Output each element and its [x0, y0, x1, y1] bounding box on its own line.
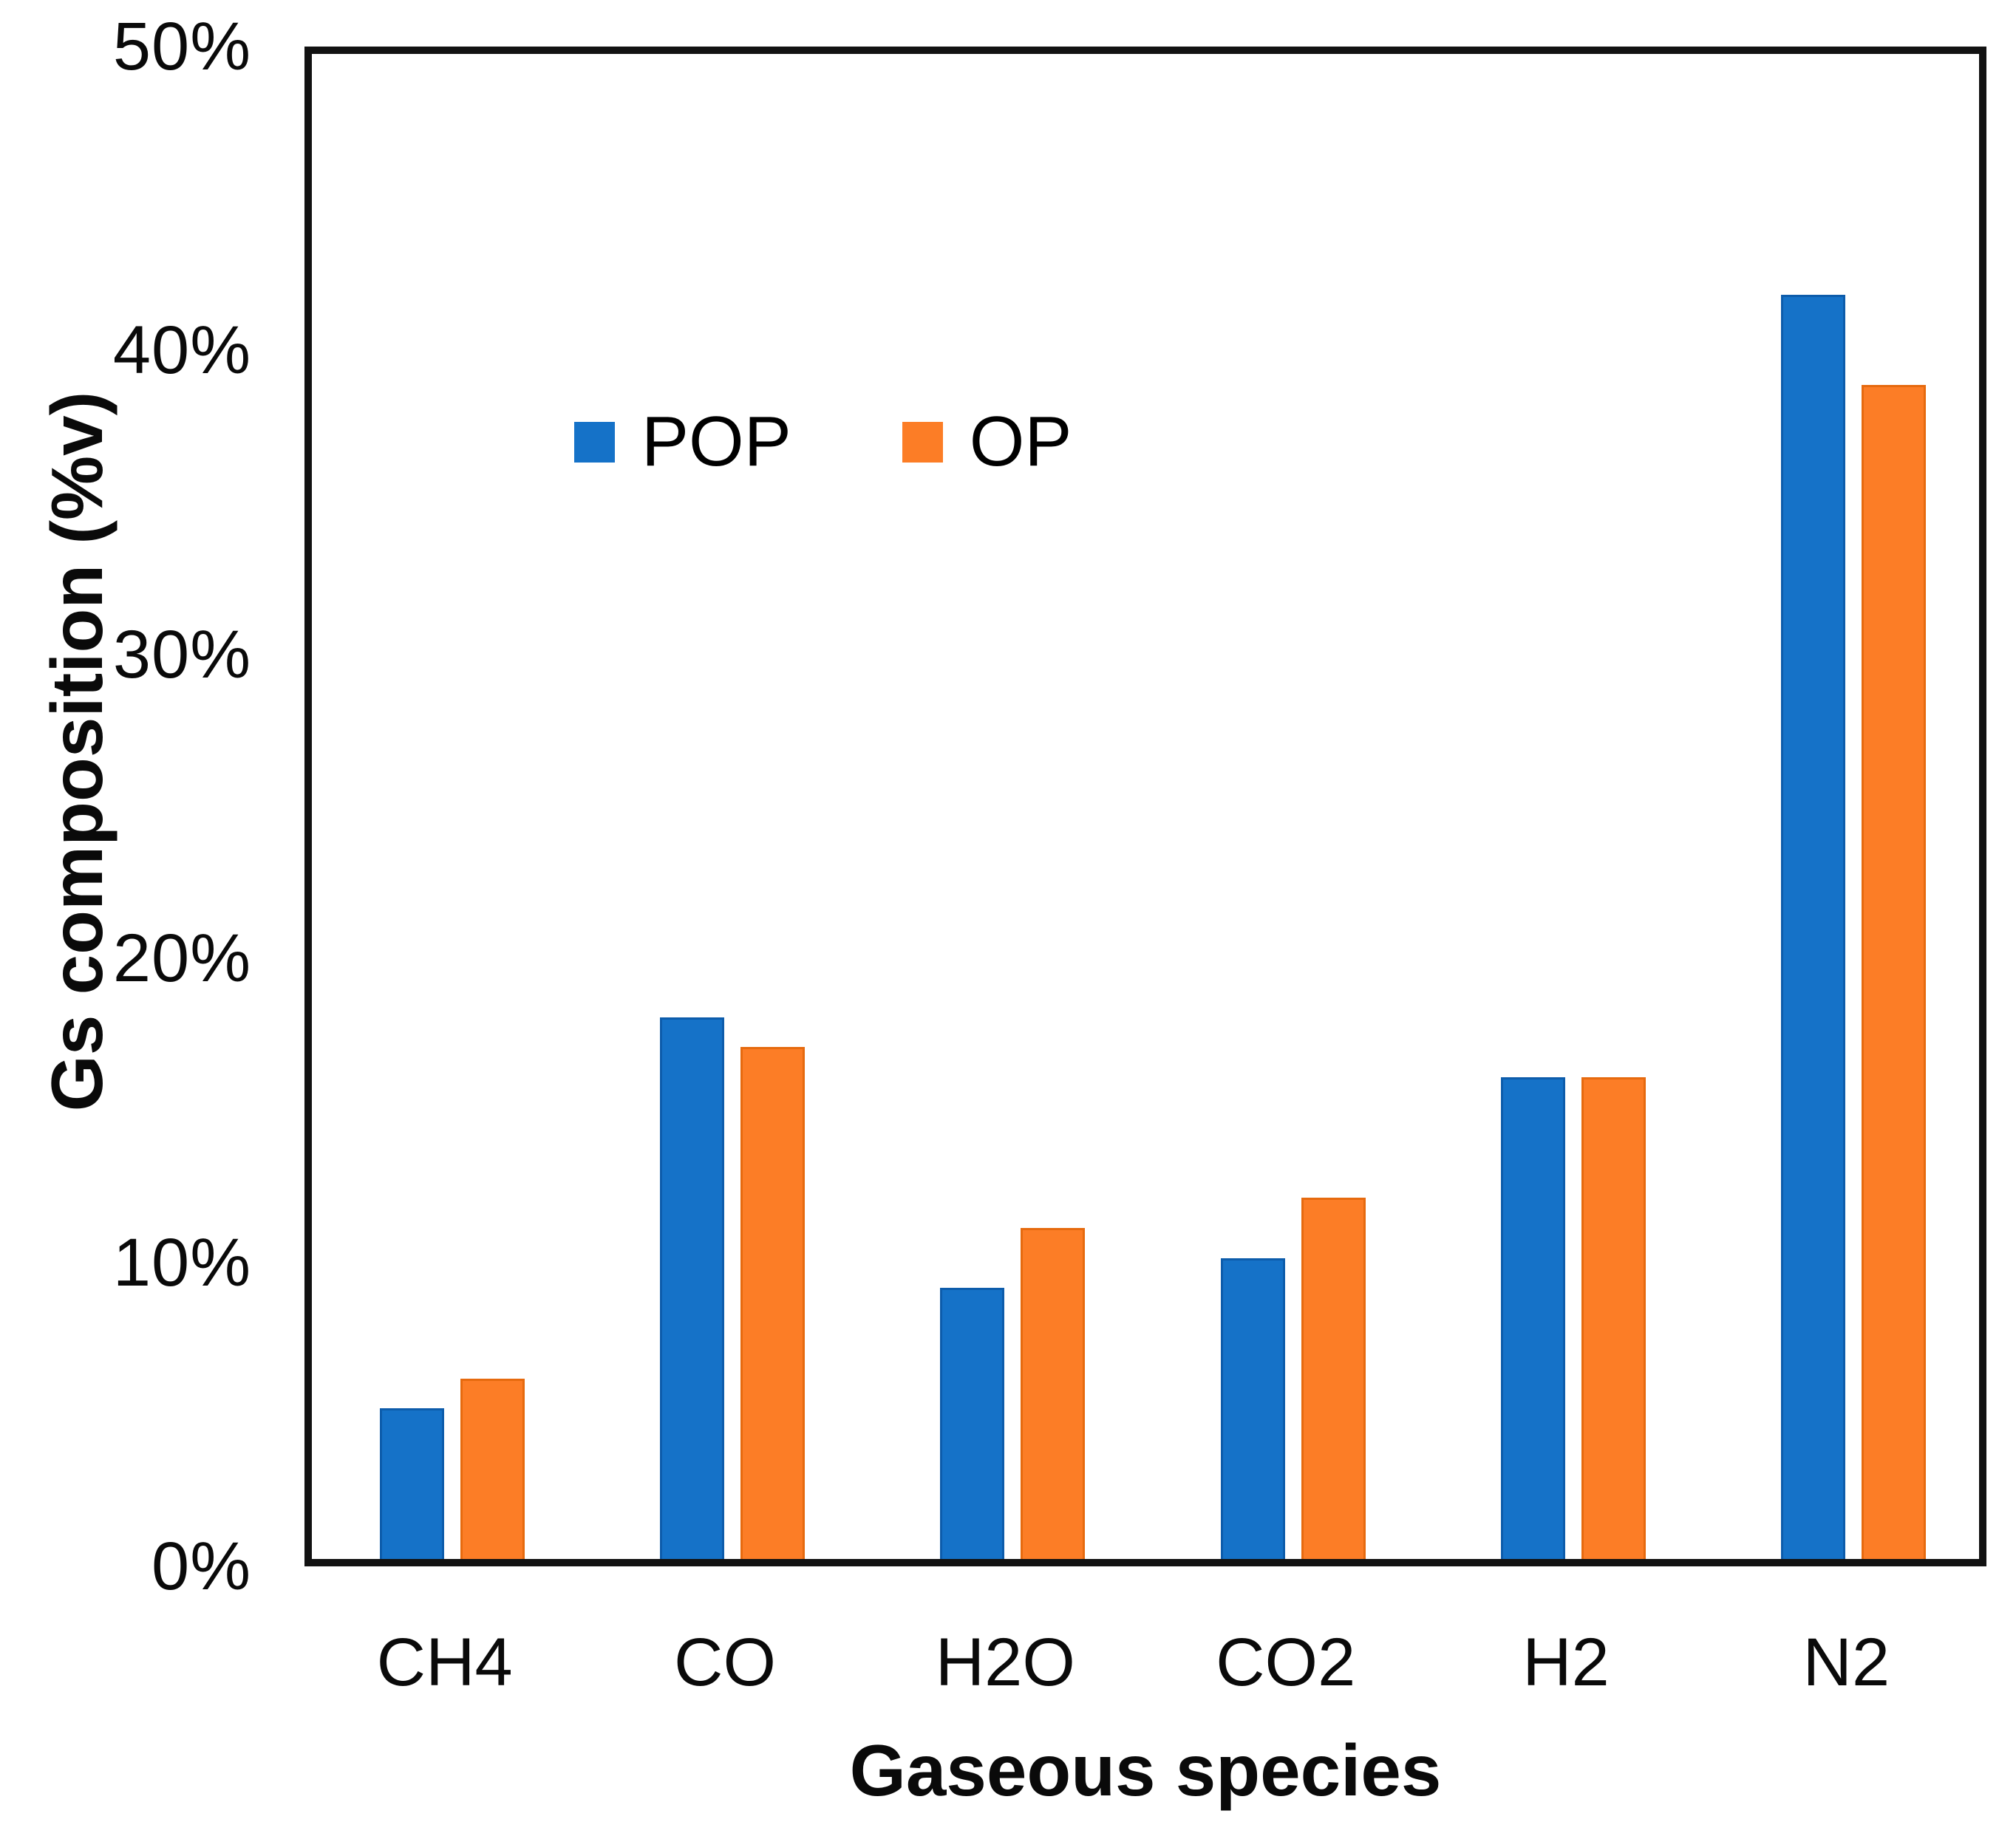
plot-area: POP OP — [304, 47, 1986, 1566]
legend-item-pop: POP — [574, 401, 791, 482]
legend-item-op: OP — [902, 401, 1072, 482]
legend-label-pop: POP — [641, 402, 791, 481]
bar-group-H2 — [1433, 54, 1713, 1559]
bar-group-N2 — [1714, 54, 1994, 1559]
x-tick-label-CO: CO — [674, 1625, 776, 1700]
x-axis-title: Gaseous species — [849, 1730, 1442, 1811]
bar-group-CO — [592, 54, 872, 1559]
bar-group-H2O — [873, 54, 1153, 1559]
bar-POP-H2 — [1500, 1077, 1565, 1559]
bar-OP-CO2 — [1301, 1198, 1366, 1559]
y-axis-title: Gs composition (%v) — [36, 391, 118, 1112]
bar-POP-CH4 — [379, 1408, 444, 1559]
legend: POP OP — [574, 401, 1072, 482]
legend-label-op: OP — [969, 402, 1072, 481]
x-tick-label-H2O: H2O — [935, 1625, 1075, 1700]
bar-POP-CO — [659, 1017, 724, 1559]
bar-OP-N2 — [1862, 385, 1927, 1559]
bar-POP-H2O — [940, 1288, 1005, 1559]
x-tick-label-CH4: CH4 — [376, 1625, 513, 1700]
x-tick-label-CO2: CO2 — [1216, 1625, 1356, 1700]
bar-group-CH4 — [312, 54, 592, 1559]
bar-POP-CO2 — [1220, 1258, 1285, 1559]
y-tick-label: 30% — [112, 616, 251, 692]
legend-swatch-pop-icon — [574, 421, 615, 463]
bar-OP-H2 — [1581, 1077, 1646, 1559]
y-tick-label: 40% — [112, 313, 251, 389]
bar-POP-N2 — [1781, 294, 1846, 1559]
bar-OP-CH4 — [460, 1378, 525, 1559]
x-tick-label-N2: N2 — [1802, 1625, 1890, 1700]
bar-OP-CO — [740, 1047, 805, 1559]
bar-OP-H2O — [1021, 1227, 1086, 1559]
y-tick-label: 20% — [112, 921, 251, 997]
bar-group-CO2 — [1153, 54, 1433, 1559]
y-tick-label: 10% — [112, 1224, 251, 1300]
y-tick-label: 0% — [151, 1529, 251, 1604]
y-tick-label: 50% — [112, 9, 251, 84]
legend-swatch-op-icon — [902, 421, 943, 463]
x-tick-label-H2: H2 — [1522, 1625, 1610, 1700]
